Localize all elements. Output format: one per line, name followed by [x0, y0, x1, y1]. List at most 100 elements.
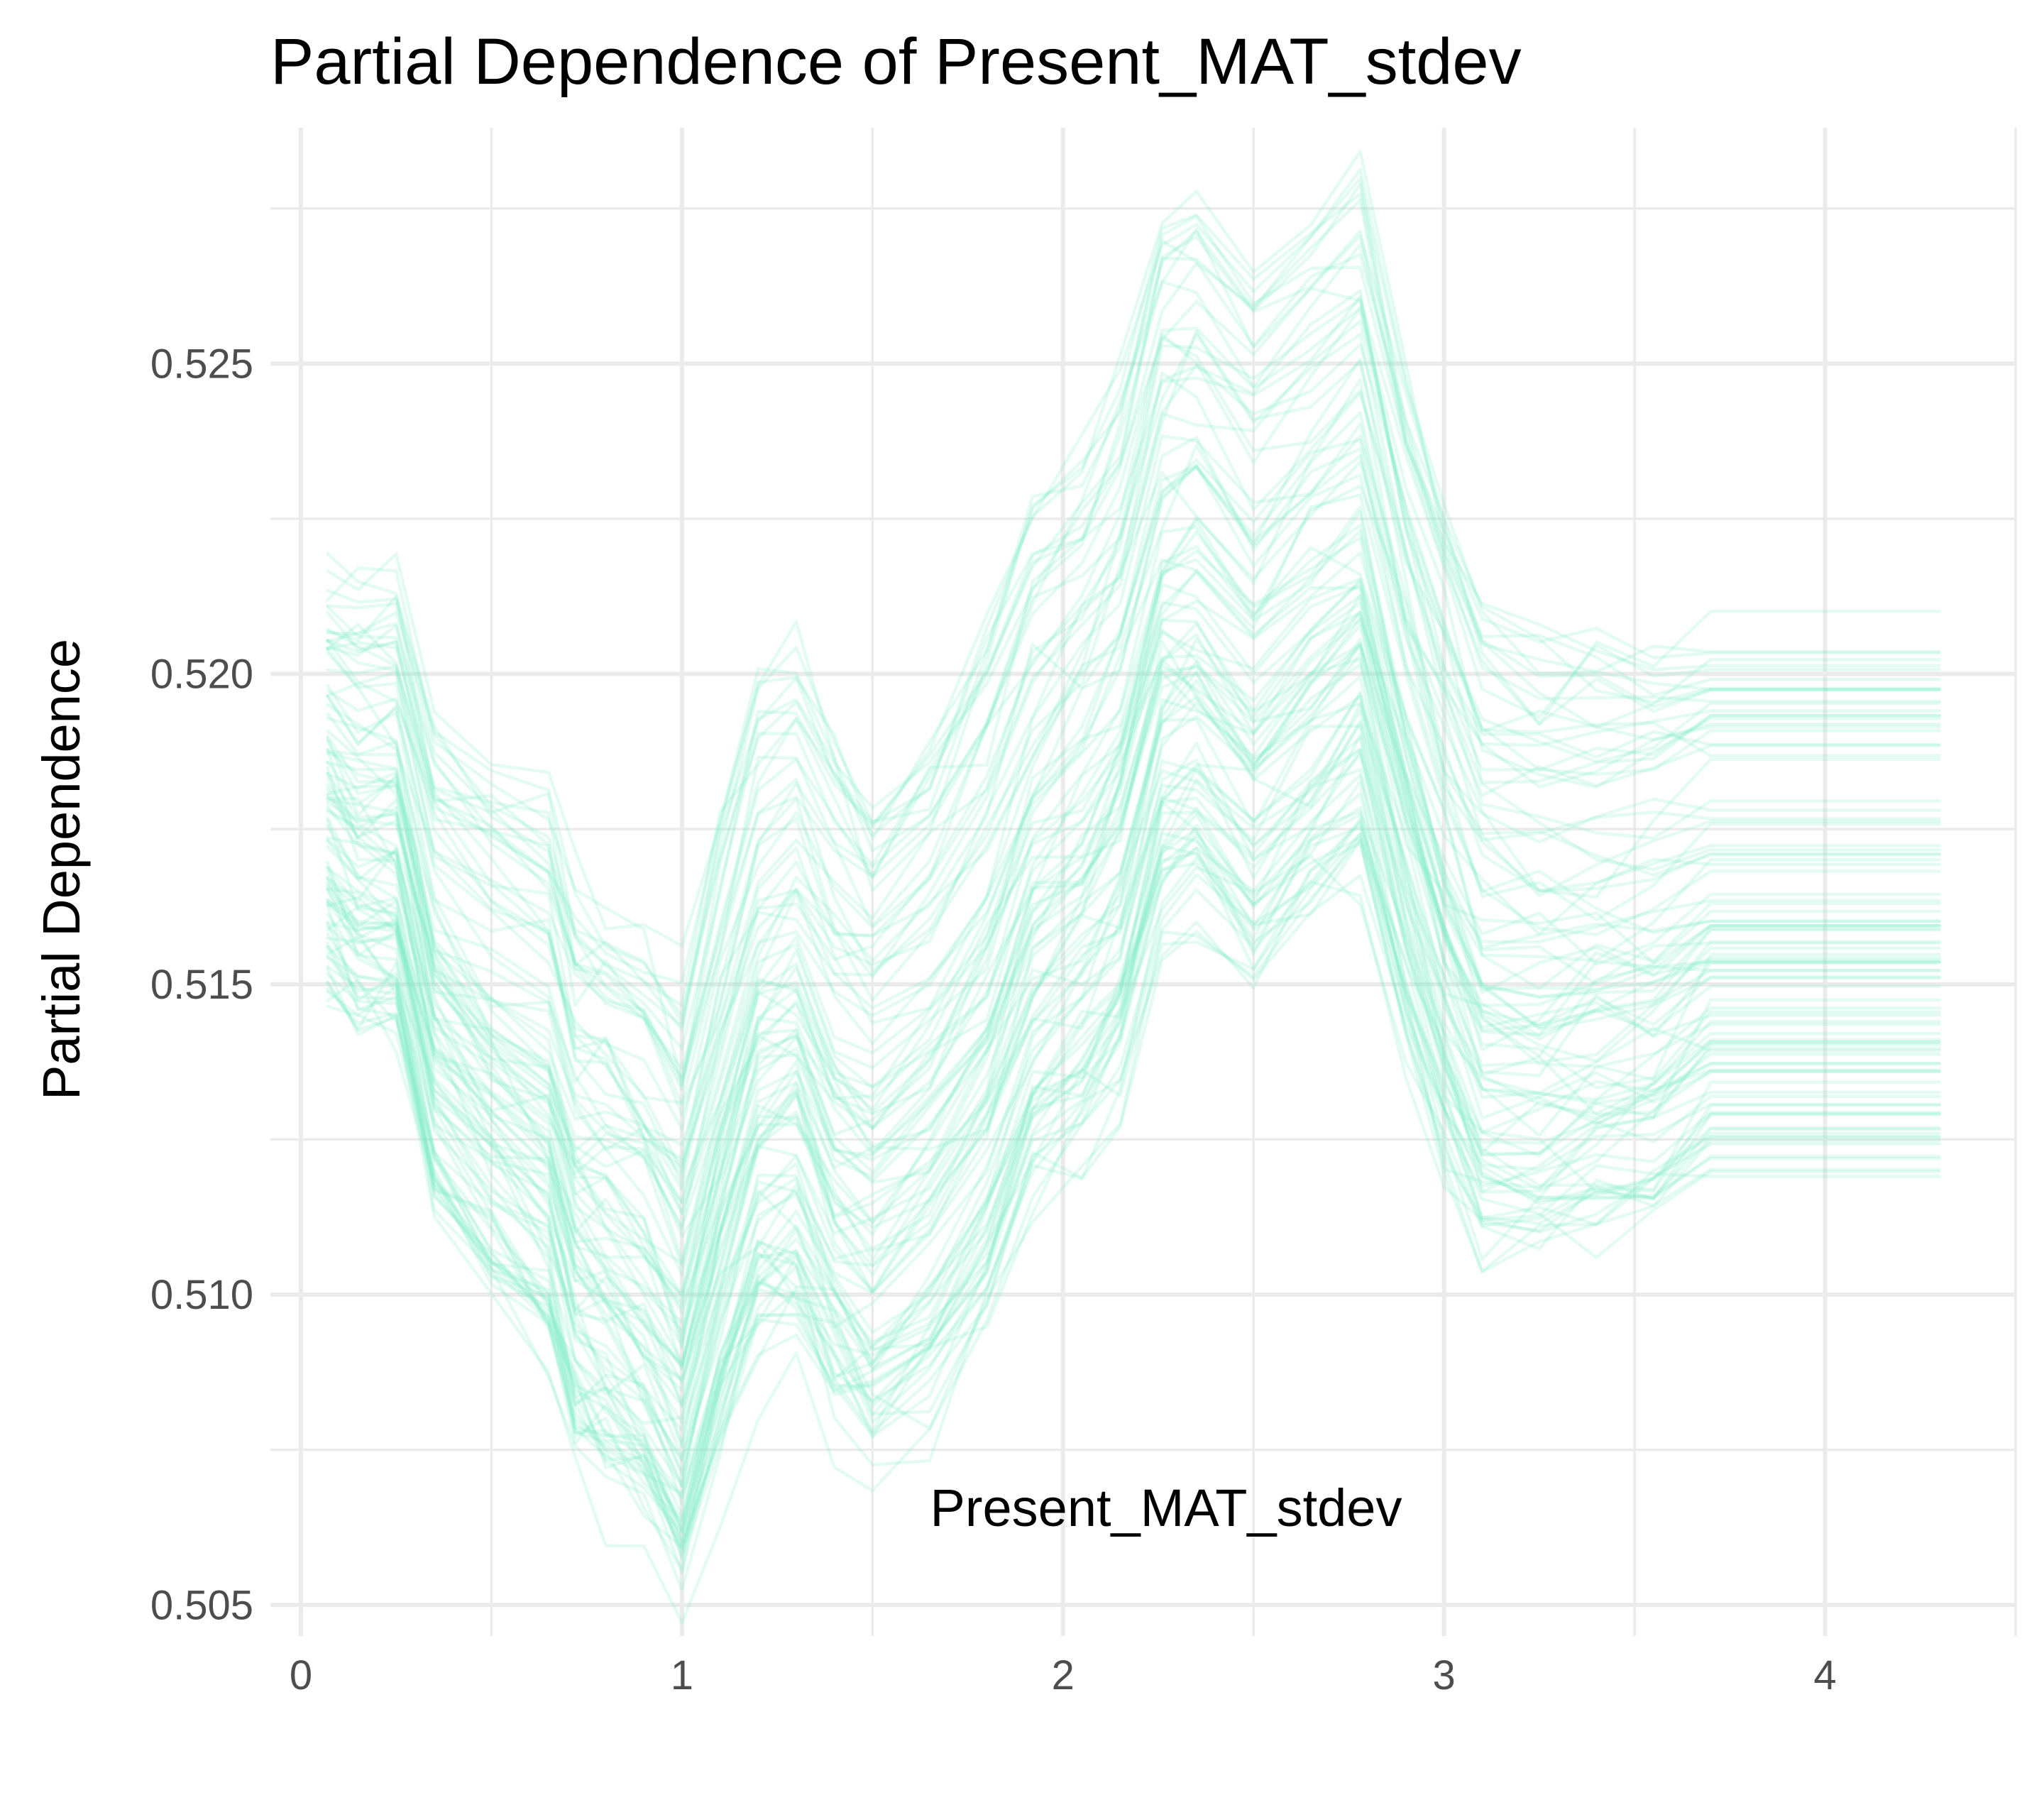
ice-curve [326, 434, 1941, 1165]
ice-lines [326, 150, 1941, 1625]
ice-curve [326, 192, 1941, 984]
ice-curve [326, 748, 1941, 1561]
ice-curve [326, 838, 1941, 1625]
ice-curve [326, 618, 1941, 1385]
ice-curve [326, 670, 1941, 1488]
ice-curve [326, 810, 1941, 1527]
x-tick-label: 3 [1433, 1652, 1456, 1698]
ice-curve [326, 722, 1941, 1535]
ice-curve [326, 214, 1941, 948]
y-axis-title: Partial Dependence [32, 639, 91, 1100]
ice-curve [326, 736, 1941, 1506]
ice-curve [326, 177, 1941, 1025]
ice-curve [326, 695, 1941, 1406]
ice-curve [326, 319, 1941, 1107]
ice-curve [326, 637, 1941, 1381]
ice-curve [326, 594, 1941, 1364]
ice-curve [326, 780, 1941, 1534]
ice-curve [326, 832, 1941, 1523]
ice-curve [326, 610, 1941, 1343]
ice-curve [326, 229, 1941, 1028]
ice-curve [326, 643, 1941, 1339]
ice-curve [326, 724, 1941, 1449]
y-tick-label: 0.505 [150, 1582, 253, 1628]
ice-curve [326, 874, 1941, 1533]
ice-curve [326, 460, 1941, 1268]
ice-curve [326, 817, 1941, 1517]
grid [270, 128, 2017, 1636]
ice-curve [326, 438, 1941, 1263]
ice-curve [326, 578, 1941, 1305]
ice-curve [326, 675, 1941, 1382]
ice-curve [326, 182, 1941, 1050]
tick-labels: 0.505 0.510 0.515 0.520 0.525 0 1 2 3 4 [150, 341, 1837, 1698]
ice-curve [326, 856, 1941, 1554]
ice-curve [326, 774, 1941, 1495]
ice-curve [326, 840, 1941, 1535]
x-tick-label: 0 [290, 1652, 312, 1698]
ice-curve [326, 434, 1941, 1204]
ice-curve [326, 821, 1941, 1547]
y-tick-label: 0.510 [150, 1272, 253, 1318]
ice-curve [326, 617, 1941, 1392]
ice-curve [326, 332, 1941, 1131]
ice-curve [326, 820, 1941, 1522]
ice-curve [326, 484, 1941, 1276]
ice-curve [326, 523, 1941, 1297]
ice-curve [326, 298, 1941, 1186]
ice-curve [326, 767, 1941, 1544]
ice-curve [326, 692, 1941, 1408]
ice-curve [326, 709, 1941, 1542]
ice-curve [326, 371, 1941, 1160]
ice-curve [326, 238, 1941, 1087]
ice-curve [326, 505, 1941, 1299]
ice-curve [326, 582, 1941, 1310]
ice-curve [326, 832, 1941, 1571]
ice-curve [326, 558, 1941, 1239]
ice-curve [326, 624, 1941, 1370]
x-tick-label: 2 [1052, 1652, 1075, 1698]
x-tick-label: 1 [671, 1652, 693, 1698]
ice-curve [326, 536, 1941, 1229]
ice-curve [326, 307, 1941, 1178]
ice-curve [326, 702, 1941, 1487]
ice-curve [326, 289, 1941, 1082]
ice-curve [326, 601, 1941, 1371]
ice-curve [326, 463, 1941, 1214]
ice-curve [326, 580, 1941, 1407]
ice-curve [326, 357, 1941, 1147]
ice-curve [326, 411, 1941, 1231]
ice-curve [326, 691, 1941, 1476]
y-tick-label: 0.525 [150, 341, 253, 387]
ice-curve [326, 306, 1941, 1117]
ice-curve [326, 855, 1941, 1559]
x-tick-label: 4 [1813, 1652, 1836, 1698]
ice-curve [326, 150, 1941, 1032]
ice-curve [326, 242, 1941, 1071]
ice-curve [326, 791, 1941, 1575]
ice-curve [326, 617, 1941, 1425]
ice-curve [326, 831, 1941, 1500]
ice-curve [326, 493, 1941, 1297]
ice-curve [326, 806, 1941, 1549]
ice-curve [326, 295, 1941, 1080]
ice-curve [326, 703, 1941, 1461]
ice-curve [326, 551, 1941, 1349]
ice-curve [326, 422, 1941, 1204]
ice-curve [326, 519, 1941, 1314]
ice-curve [326, 378, 1941, 1216]
chart-title: Partial Dependence of Present_MAT_stdev [270, 26, 1522, 98]
ice-curve [326, 529, 1941, 1266]
y-tick-label: 0.515 [150, 962, 253, 1008]
ice-curve [326, 510, 1941, 1368]
ice-curve [326, 343, 1941, 1174]
ice-curve [326, 639, 1941, 1332]
ice-curve [326, 577, 1941, 1348]
ice-curve [326, 741, 1941, 1459]
ice-curve [326, 611, 1941, 1367]
ice-curve [326, 660, 1941, 1463]
ice-curve [326, 611, 1941, 1324]
ice-curve [326, 329, 1941, 1169]
